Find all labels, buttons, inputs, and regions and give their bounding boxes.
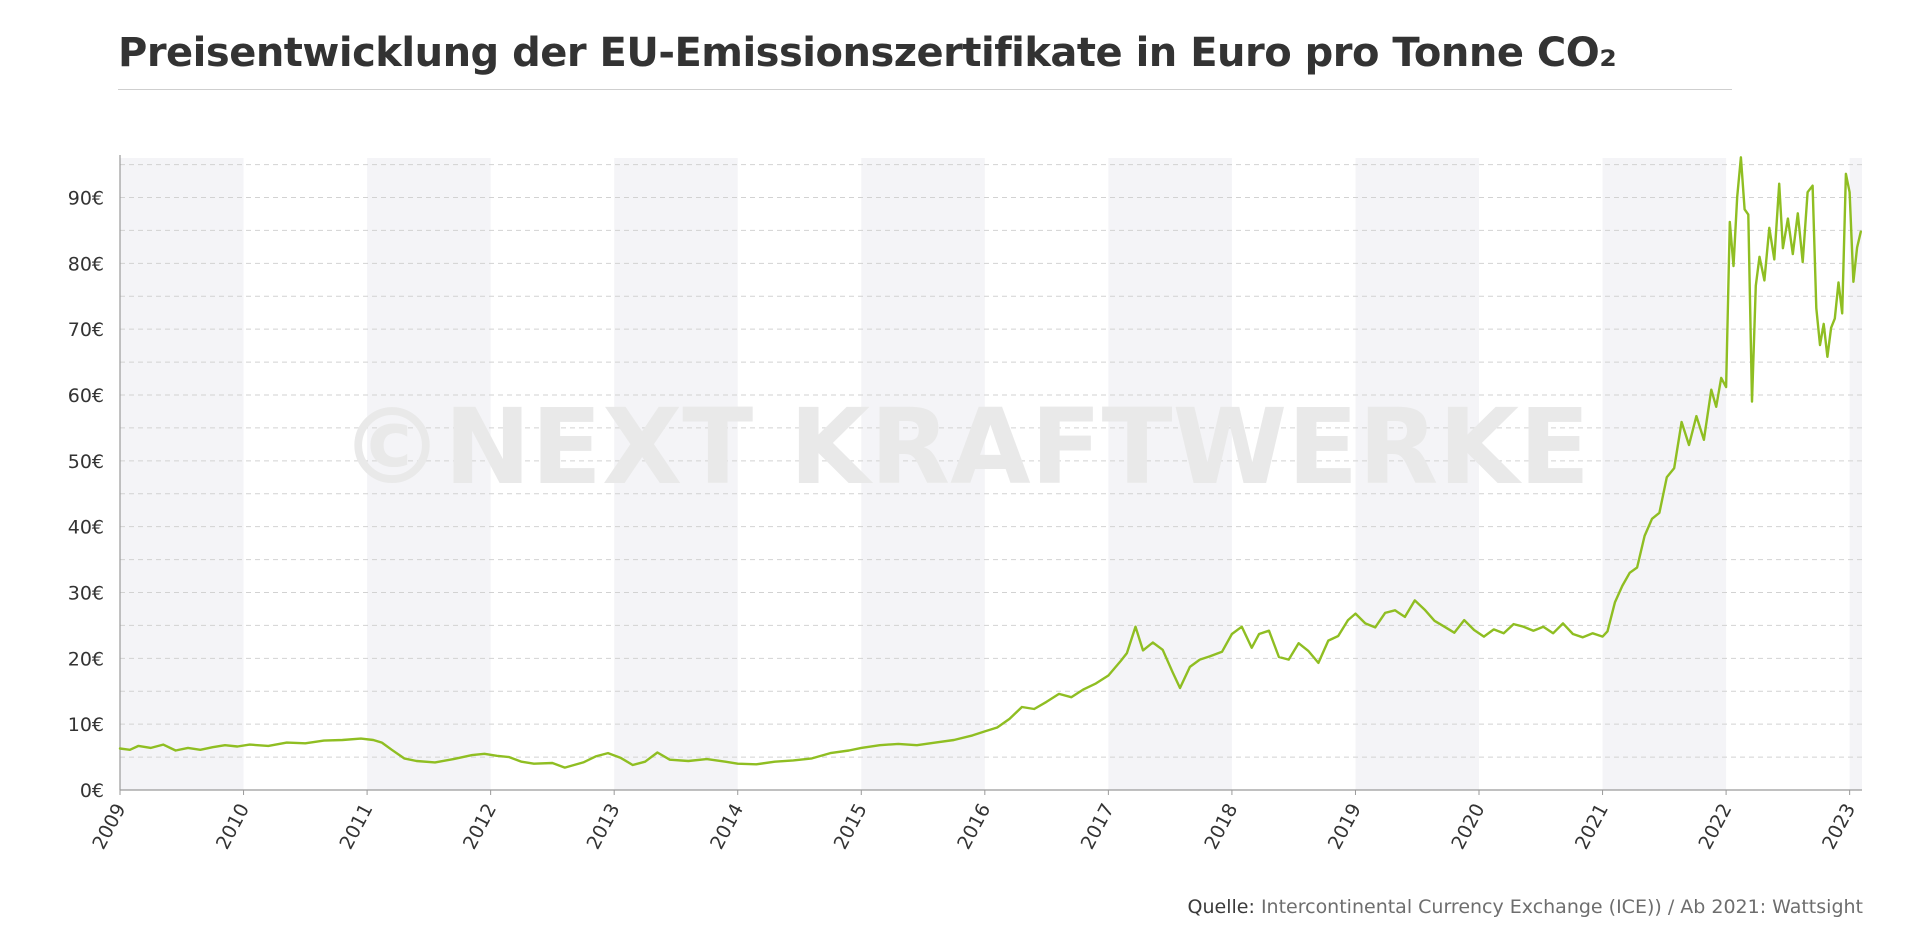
y-tick-label: 50€ [68,451,104,473]
y-tick-label: 90€ [68,188,104,210]
title-divider [118,89,1732,90]
x-tick-label: 2019 [1324,800,1366,853]
year-band-2009 [120,158,244,790]
x-tick-label: 2015 [830,800,872,853]
y-tick-label: 60€ [68,385,104,407]
x-axis-ticks: 2009 2010 2011 2012 2013 2014 2015 2016 2017 2018… [88,790,1860,853]
x-tick-label: 2011 [335,800,377,853]
y-tick-label: 40€ [68,517,104,539]
x-tick-label: 2022 [1694,800,1736,853]
price-series-line [118,156,1862,769]
year-band-2021 [1602,158,1727,790]
x-tick-label: 2012 [459,800,501,853]
grid-lines [120,164,1862,758]
source-label: Quelle: [1187,896,1255,918]
x-tick-label: 2020 [1447,800,1489,853]
source-text: Intercontinental Currency Exchange (ICE)… [1260,896,1863,918]
x-tick-label: 2009 [88,800,130,853]
x-tick-label: 2023 [1818,800,1860,853]
x-tick-label: 2016 [953,800,995,853]
y-tick-label: 0€ [80,780,104,802]
y-axis-ticks: 0€ 10€ 20€ 30€ 40€ 50€ 60€ 70€ 80€ 90€ [68,188,104,803]
y-tick-label: 70€ [68,319,104,341]
y-tick-label: 30€ [68,583,104,605]
year-band-2023 [1849,158,1862,790]
x-tick-label: 2014 [706,800,748,853]
source-note: Quelle: Intercontinental Currency Exchan… [1188,896,1863,918]
x-tick-label: 2017 [1077,800,1119,853]
axes [119,155,1862,791]
y-tick-label: 80€ [68,253,104,275]
y-tick-label: 10€ [68,714,104,736]
watermark-text: ©NEXT KRAFTWERKE [340,386,1590,508]
x-tick-label: 2018 [1200,800,1242,853]
x-tick-label: 2021 [1571,800,1613,853]
chart-title: Preisentwicklung der EU-Emissionszertifi… [118,30,1617,76]
x-tick-label: 2013 [582,800,624,853]
x-tick-label: 2010 [212,800,254,853]
y-tick-label: 20€ [68,648,104,670]
